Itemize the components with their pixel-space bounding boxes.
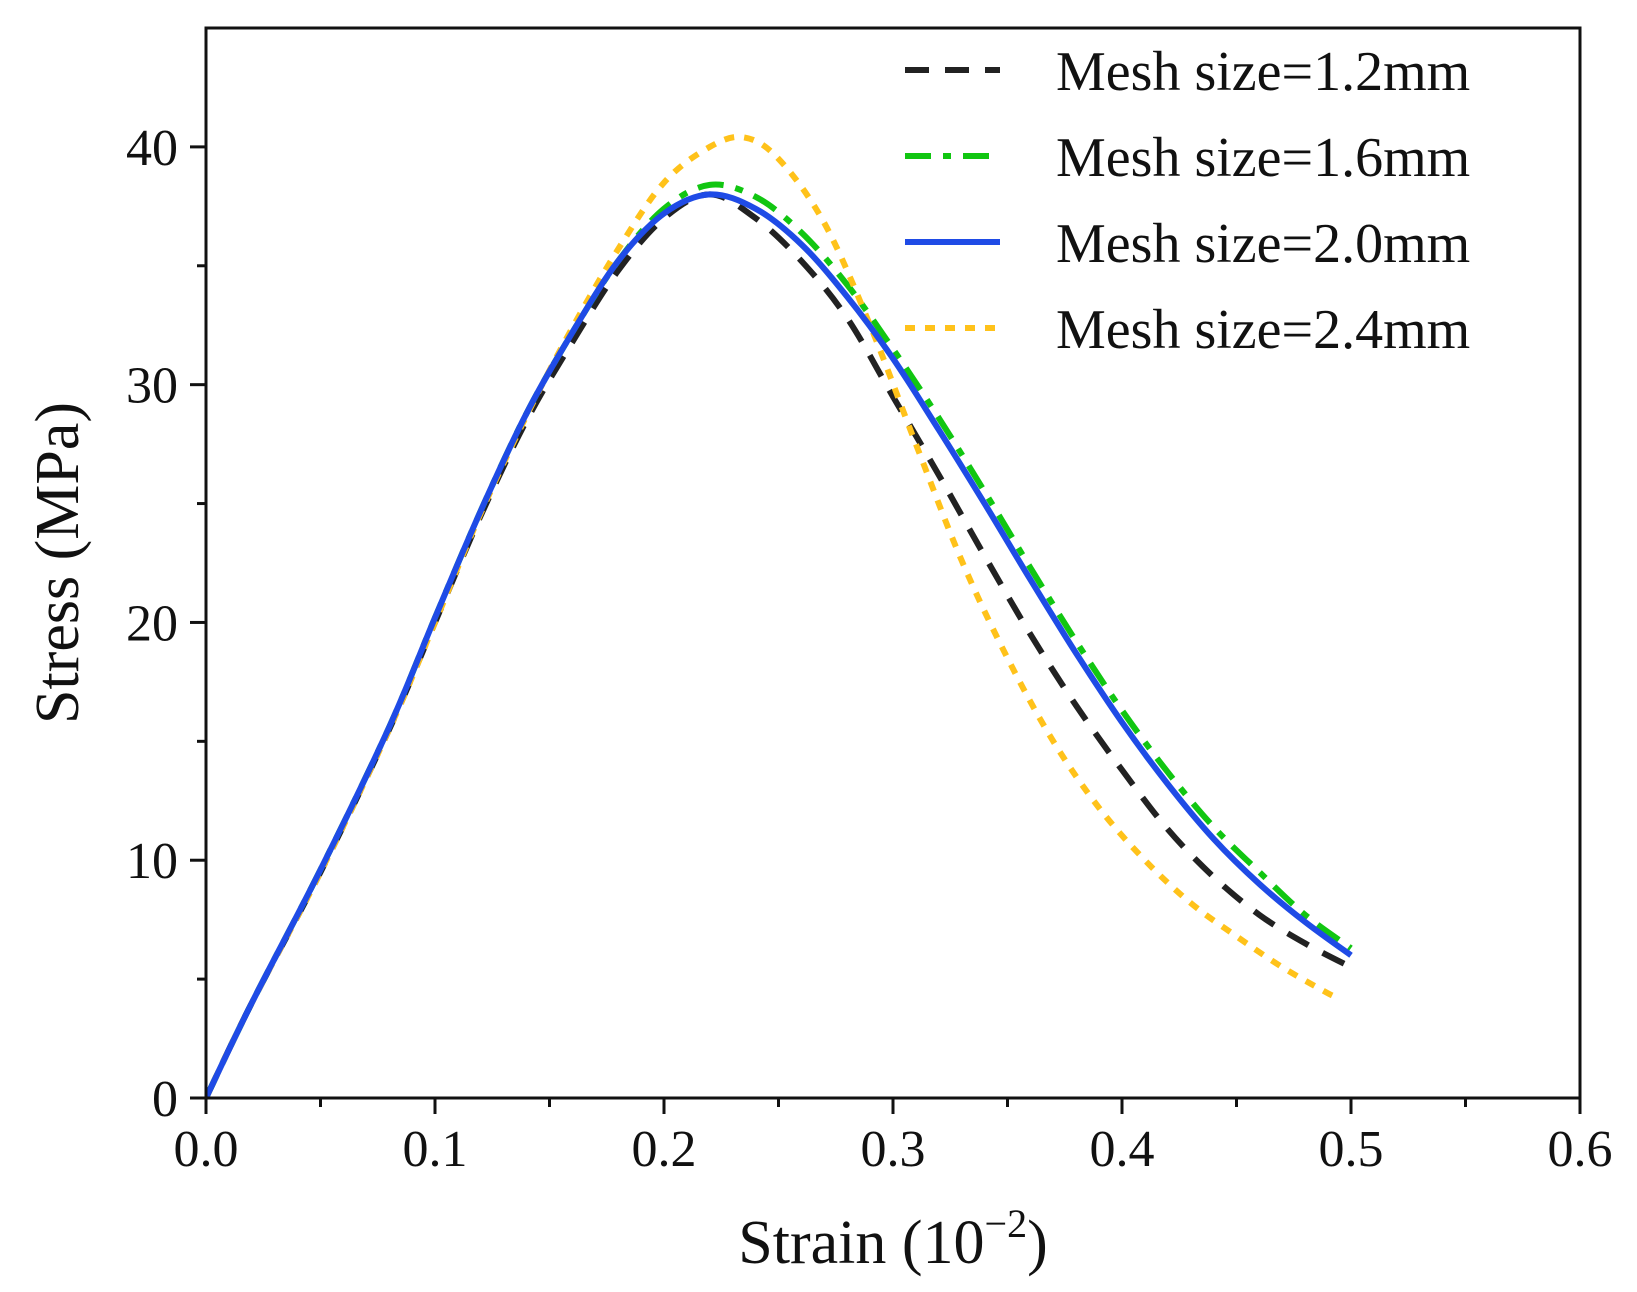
x-tick-label: 0.1	[403, 1121, 468, 1178]
x-tick-label: 0.4	[1090, 1121, 1155, 1178]
legend-label: Mesh size=1.2mm	[1056, 41, 1470, 103]
tick-labels-layer: 0.0 0.1 0.2 0.3 0.4 0.5 0.6 0 10 20 30 40	[126, 120, 1613, 1178]
y-tick-label: 10	[126, 833, 178, 890]
y-tick-label: 40	[126, 120, 178, 177]
x-axis-title-exponent: −2	[985, 1201, 1028, 1246]
ticks-layer	[190, 145, 1582, 1114]
y-tick-label: 0	[152, 1071, 178, 1128]
series-line-mesh-size-2-4mm	[206, 133, 1341, 1098]
x-axis-title-base: Strain (10	[738, 1209, 984, 1277]
x-tick-label: 0.0	[174, 1121, 239, 1178]
legend-label: Mesh size=1.6mm	[1056, 127, 1470, 189]
legend-label: Mesh size=2.4mm	[1056, 299, 1470, 361]
x-tick-label: 0.5	[1319, 1121, 1384, 1178]
x-tick-label: 0.2	[632, 1121, 697, 1178]
x-axis-title-close: )	[1027, 1209, 1048, 1277]
series-line-mesh-size-2-0mm	[206, 191, 1353, 1098]
legend: Mesh size=1.2mm Mesh size=1.6mm Mesh size=…	[905, 41, 1470, 361]
series-layer	[206, 133, 1353, 1098]
y-tick-label: 20	[126, 595, 178, 652]
legend-label: Mesh size=2.0mm	[1056, 213, 1470, 275]
x-axis-title: Strain (10−2)	[738, 1201, 1047, 1277]
x-tick-label: 0.3	[861, 1121, 926, 1178]
y-tick-label: 30	[126, 358, 178, 415]
y-axis-title: Stress (MPa)	[24, 402, 92, 724]
x-tick-label: 0.6	[1548, 1121, 1613, 1178]
